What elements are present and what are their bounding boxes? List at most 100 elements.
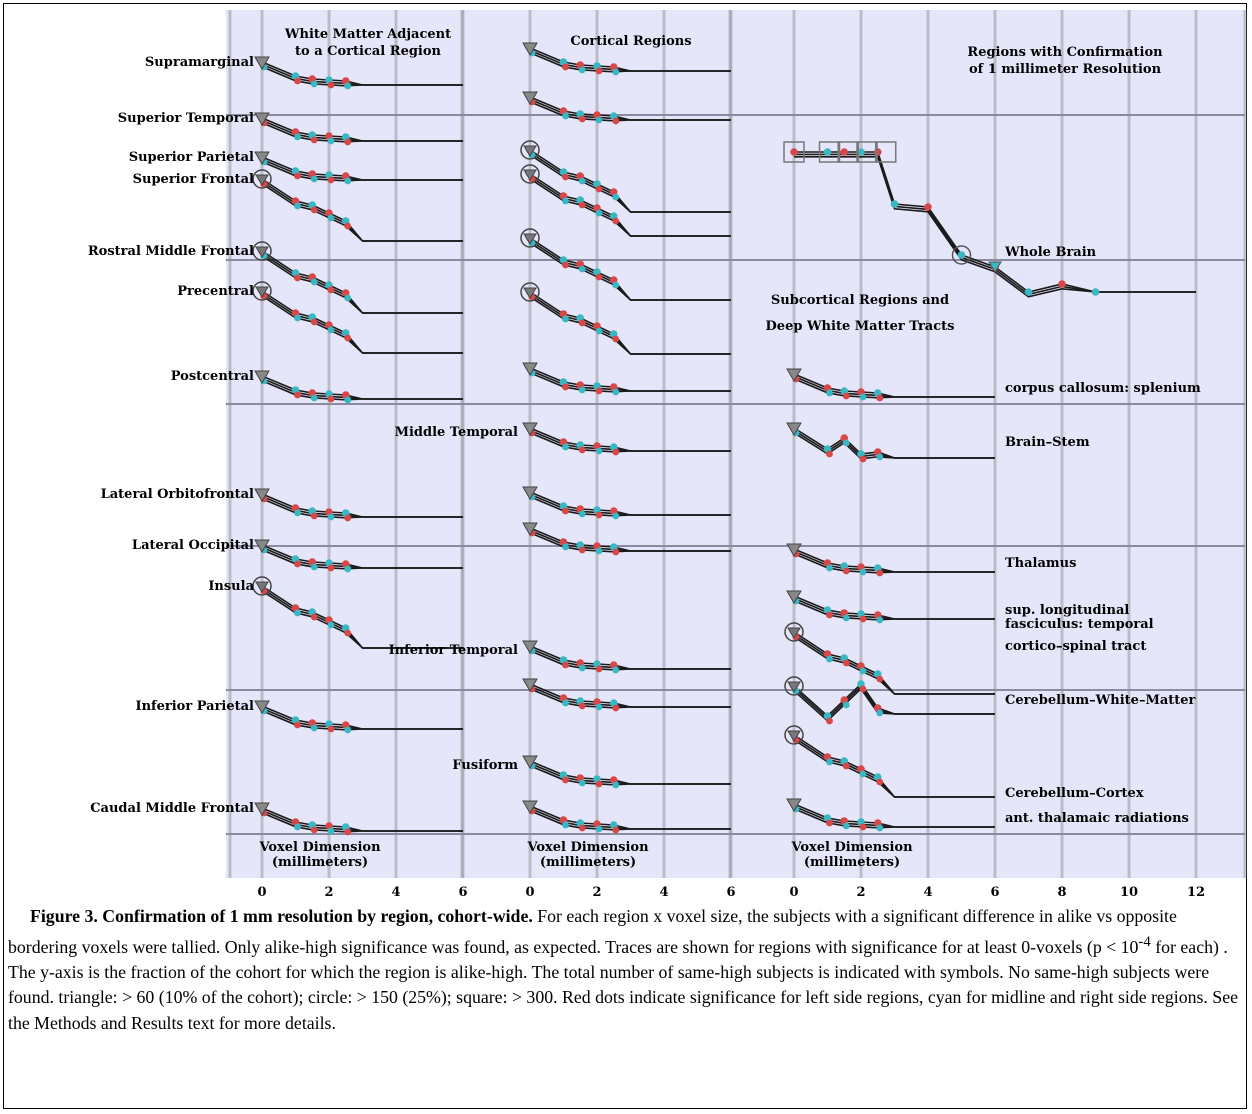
trace-33 <box>784 725 995 798</box>
data-dot <box>842 439 850 447</box>
data-dot <box>842 614 850 622</box>
triangle-symbol <box>255 246 269 258</box>
data-dot <box>310 724 318 732</box>
trace-22 <box>522 640 731 674</box>
data-dot <box>562 383 569 391</box>
caption-superscript: -4 <box>1138 933 1151 950</box>
data-dot <box>612 388 620 396</box>
region-label: Supramarginal <box>145 55 254 70</box>
data-dot <box>310 80 318 88</box>
data-dot <box>578 510 586 518</box>
caption-body-1: For each region x voxel size, the subjec… <box>8 906 1177 957</box>
data-dot <box>876 778 884 786</box>
data-dot <box>562 315 569 323</box>
data-dot <box>595 209 603 217</box>
trace-18 <box>522 362 731 396</box>
region-label: Caudal Middle Frontal <box>90 801 254 816</box>
data-dot <box>578 779 586 787</box>
data-dot <box>578 824 586 832</box>
region-label: Brain–Stem <box>1005 435 1090 450</box>
data-dot <box>957 251 966 259</box>
triangle-symbol <box>254 370 270 384</box>
trace-25 <box>522 800 731 834</box>
trace-8 <box>254 539 463 573</box>
data-dot <box>310 613 318 621</box>
triangle-symbol <box>988 261 1002 273</box>
x-tick-label: 8 <box>1057 885 1066 900</box>
data-dot <box>294 172 301 180</box>
region-label: Thalamus <box>1005 556 1076 571</box>
data-dot <box>327 286 335 294</box>
data-dot <box>562 63 569 71</box>
data-dot <box>578 66 586 74</box>
panel-header: Regions with Confirmation <box>967 45 1163 60</box>
region-label: sup. longitudinal <box>1005 603 1129 618</box>
region-label: cortico–spinal tract <box>1005 639 1146 654</box>
x-axis-label: Voxel Dimension <box>526 840 649 855</box>
trace-4 <box>252 241 463 314</box>
triangle-symbol <box>254 700 270 714</box>
square-symbol <box>783 141 805 163</box>
trace-7 <box>254 488 463 522</box>
data-dot <box>578 386 586 394</box>
data-dot <box>826 389 833 397</box>
data-dot <box>344 514 352 522</box>
region-label: Insula <box>208 579 254 594</box>
data-dot <box>327 725 335 733</box>
data-dot <box>859 667 867 675</box>
square-symbol <box>837 141 859 163</box>
trace-3 <box>252 169 463 242</box>
region-label: Precentral <box>177 284 254 299</box>
data-dot <box>327 176 335 184</box>
data-dot <box>327 137 335 145</box>
triangle-symbol <box>522 640 538 654</box>
trace-14 <box>520 140 731 213</box>
data-dot <box>612 193 620 201</box>
trace-0 <box>254 56 463 90</box>
data-dot <box>842 659 850 667</box>
triangle-symbol <box>255 286 269 298</box>
data-dot <box>562 543 569 551</box>
x-tick-label: 6 <box>458 885 467 900</box>
data-dot <box>876 824 884 832</box>
triangle-symbol <box>787 681 801 693</box>
data-dot <box>578 265 586 273</box>
data-dot <box>294 133 301 141</box>
triangle-symbol <box>522 755 538 769</box>
triangle-symbol <box>523 169 537 181</box>
data-dot <box>842 822 850 830</box>
triangle-symbol <box>254 151 270 165</box>
data-dot <box>562 261 569 269</box>
data-dot <box>595 511 603 519</box>
data-dot <box>344 629 352 637</box>
panel-subheader: Subcortical Regions and <box>771 293 949 308</box>
triangle-symbol <box>522 522 538 536</box>
triangle-symbol <box>787 627 801 639</box>
x-tick-label: 6 <box>990 885 999 900</box>
x-tick-label: 2 <box>592 885 601 900</box>
data-dot <box>344 138 352 146</box>
triangle-symbol <box>786 543 802 557</box>
data-dot <box>826 758 833 766</box>
data-dot <box>294 274 301 282</box>
triangle-symbol <box>786 422 802 436</box>
region-label: Rostral Middle Frontal <box>88 244 254 259</box>
x-axis-unit-label: (millimeters) <box>272 855 368 870</box>
data-dot <box>612 335 620 343</box>
data-dot <box>578 319 586 327</box>
data-dot <box>327 513 335 521</box>
region-label: Lateral Occipital <box>132 538 254 553</box>
trace-line <box>794 156 1196 298</box>
data-dot <box>294 77 301 85</box>
data-dot <box>562 661 569 669</box>
triangle-symbol <box>254 112 270 126</box>
triangle-symbol <box>254 802 270 816</box>
circle-symbol <box>252 241 272 261</box>
data-dot <box>876 453 884 461</box>
data-dot <box>578 446 586 454</box>
data-dot <box>1091 288 1100 296</box>
data-dot <box>310 394 318 402</box>
circle-symbol <box>520 164 540 184</box>
panel-subheader: Deep White Matter Tracts <box>766 319 955 334</box>
data-dot <box>294 560 301 568</box>
